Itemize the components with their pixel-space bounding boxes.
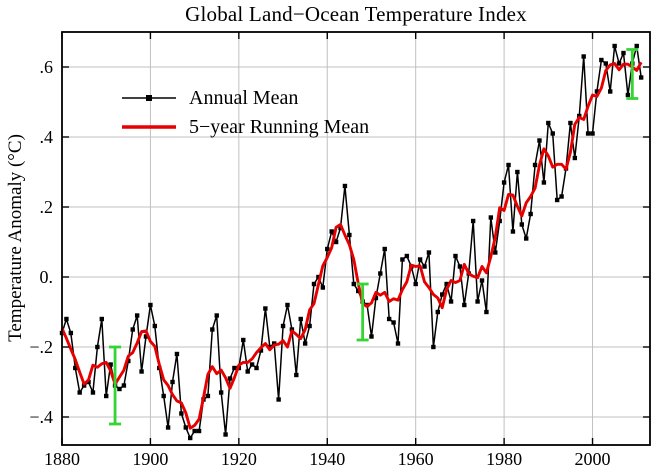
- svg-text:1980: 1980: [486, 449, 522, 469]
- annual-mean-line-swatch: [122, 95, 176, 101]
- svg-text:.4: .4: [40, 127, 54, 147]
- svg-text:1940: 1940: [309, 449, 345, 469]
- svg-text:−.4: −.4: [29, 407, 53, 427]
- svg-text:0.: 0.: [40, 267, 54, 287]
- legend-label-annual-mean: Annual Mean: [189, 87, 299, 109]
- svg-text:1920: 1920: [221, 449, 257, 469]
- legend-label-running-mean: 5−year Running Mean: [189, 116, 370, 138]
- svg-text:.2: .2: [40, 197, 54, 217]
- legend-item-annual-mean: Annual Mean: [120, 85, 369, 111]
- legend: Annual Mean 5−year Running Mean: [120, 85, 369, 140]
- svg-text:2000: 2000: [575, 449, 611, 469]
- svg-text:.6: .6: [40, 57, 54, 77]
- svg-text:−.2: −.2: [29, 337, 53, 357]
- svg-text:1880: 1880: [44, 449, 80, 469]
- legend-item-running-mean: 5−year Running Mean: [120, 114, 369, 140]
- running-mean-line-swatch: [122, 125, 176, 129]
- chart-title: Global Land−Ocean Temperature Index: [185, 2, 527, 26]
- svg-text:1960: 1960: [398, 449, 434, 469]
- svg-text:1900: 1900: [132, 449, 168, 469]
